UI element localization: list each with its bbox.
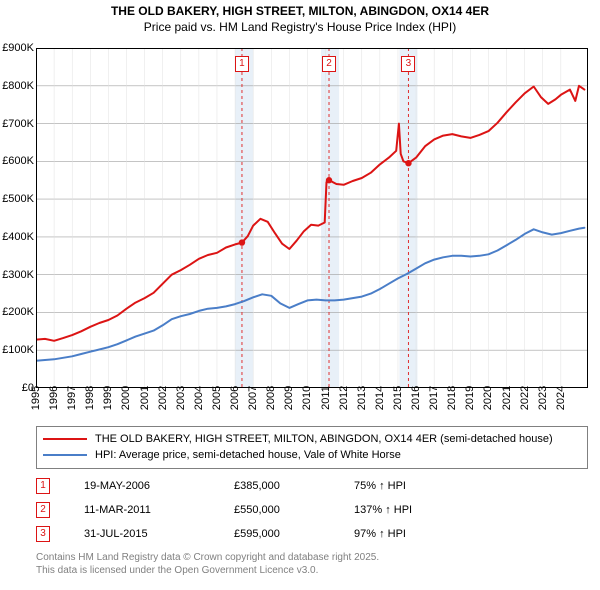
event-marker-1: 1 xyxy=(36,478,50,494)
xaxis-tick: 1999 xyxy=(102,386,114,410)
yaxis-tick: £300K xyxy=(0,269,34,281)
xaxis-tick: 1995 xyxy=(30,386,42,410)
yaxis-tick: £700K xyxy=(0,118,34,130)
xaxis-tick: 2008 xyxy=(265,386,277,410)
event-hpi: 75% ↑ HPI xyxy=(354,480,484,492)
event-price: £595,000 xyxy=(234,528,354,540)
legend-swatch-price-paid xyxy=(43,438,87,440)
xaxis-tick: 1997 xyxy=(66,386,78,410)
xaxis-tick: 2016 xyxy=(410,386,422,410)
xaxis-tick: 2022 xyxy=(519,386,531,410)
yaxis-tick: £500K xyxy=(0,193,34,205)
plot-area: 123£0£100K£200K£300K£400K£500K£600K£700K… xyxy=(36,48,588,388)
event-price: £550,000 xyxy=(234,504,354,516)
xaxis-tick: 2014 xyxy=(374,386,386,410)
event-hpi: 137% ↑ HPI xyxy=(354,504,484,516)
event-date: 11-MAR-2011 xyxy=(50,504,234,516)
xaxis-tick: 2004 xyxy=(193,386,205,410)
xaxis-tick: 2006 xyxy=(229,386,241,410)
event-row: 211-MAR-2011£550,000137% ↑ HPI xyxy=(36,498,588,522)
event-hpi: 97% ↑ HPI xyxy=(354,528,484,540)
xaxis-tick: 1998 xyxy=(84,386,96,410)
chart-annotation-1: 1 xyxy=(235,56,249,72)
yaxis-tick: £900K xyxy=(0,42,34,54)
yaxis-tick: £800K xyxy=(0,80,34,92)
legend-label-price-paid: THE OLD BAKERY, HIGH STREET, MILTON, ABI… xyxy=(95,433,553,445)
event-date: 19-MAY-2006 xyxy=(50,480,234,492)
yaxis-tick: £600K xyxy=(0,155,34,167)
legend-box: THE OLD BAKERY, HIGH STREET, MILTON, ABI… xyxy=(36,426,588,469)
footer-line-2: This data is licensed under the Open Gov… xyxy=(36,565,588,578)
xaxis-tick: 2021 xyxy=(501,386,513,410)
event-date: 31-JUL-2015 xyxy=(50,528,234,540)
footer-line-1: Contains HM Land Registry data © Crown c… xyxy=(36,552,588,565)
xaxis-tick: 2010 xyxy=(301,386,313,410)
xaxis-tick: 2020 xyxy=(482,386,494,410)
legend-swatch-hpi xyxy=(43,454,87,456)
chart-subtitle: Price paid vs. HM Land Registry's House … xyxy=(0,20,600,34)
event-marker-3: 3 xyxy=(36,526,50,542)
legend-row-price-paid: THE OLD BAKERY, HIGH STREET, MILTON, ABI… xyxy=(43,431,581,447)
chart-annotation-3: 3 xyxy=(401,56,415,72)
xaxis-tick: 2023 xyxy=(537,386,549,410)
event-row: 331-JUL-2015£595,00097% ↑ HPI xyxy=(36,522,588,546)
xaxis-tick: 2015 xyxy=(392,386,404,410)
xaxis-tick: 2011 xyxy=(320,386,332,410)
footer-attribution: Contains HM Land Registry data © Crown c… xyxy=(36,552,588,577)
yaxis-tick: £200K xyxy=(0,306,34,318)
xaxis-tick: 2018 xyxy=(446,386,458,410)
event-row: 119-MAY-2006£385,00075% ↑ HPI xyxy=(36,474,588,498)
event-marker-2: 2 xyxy=(36,502,50,518)
events-table: 119-MAY-2006£385,00075% ↑ HPI211-MAR-201… xyxy=(36,474,588,546)
xaxis-tick: 2000 xyxy=(120,386,132,410)
yaxis-tick: £400K xyxy=(0,231,34,243)
xaxis-tick: 2012 xyxy=(338,386,350,410)
legend-row-hpi: HPI: Average price, semi-detached house,… xyxy=(43,447,581,463)
xaxis-tick: 2002 xyxy=(157,386,169,410)
xaxis-tick: 2017 xyxy=(428,386,440,410)
xaxis-tick: 2005 xyxy=(211,386,223,410)
xaxis-tick: 2003 xyxy=(175,386,187,410)
xaxis-tick: 2024 xyxy=(555,386,567,410)
chart-annotation-2: 2 xyxy=(322,56,336,72)
yaxis-tick: £100K xyxy=(0,344,34,356)
chart-svg xyxy=(36,48,588,388)
event-price: £385,000 xyxy=(234,480,354,492)
xaxis-tick: 2019 xyxy=(464,386,476,410)
xaxis-tick: 2009 xyxy=(283,386,295,410)
xaxis-tick: 2013 xyxy=(356,386,368,410)
xaxis-tick: 2007 xyxy=(247,386,259,410)
yaxis-tick: £0 xyxy=(0,382,34,394)
chart-title: THE OLD BAKERY, HIGH STREET, MILTON, ABI… xyxy=(0,0,600,19)
legend-label-hpi: HPI: Average price, semi-detached house,… xyxy=(95,449,401,461)
xaxis-tick: 1996 xyxy=(48,386,60,410)
xaxis-tick: 2001 xyxy=(139,386,151,410)
